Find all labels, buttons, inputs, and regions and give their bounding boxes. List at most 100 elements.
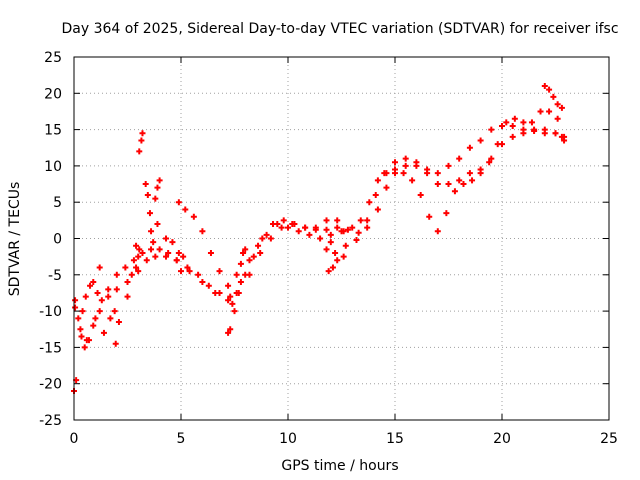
data-point — [494, 141, 501, 148]
data-point — [306, 231, 313, 238]
data-point — [139, 130, 146, 137]
data-point — [509, 122, 516, 129]
axis-ticks: 0 5 10 15 20 25 -25 -20 -15 -10 -5 0 5 10 15 20 25 — [39, 50, 618, 447]
data-point — [87, 282, 94, 289]
data-point — [105, 293, 112, 300]
data-point — [392, 159, 398, 166]
data-point — [353, 236, 360, 243]
data-point — [364, 224, 371, 231]
data-point — [90, 279, 97, 286]
data-point — [78, 333, 85, 340]
data-point — [156, 177, 163, 184]
series-track-d — [71, 83, 565, 394]
data-point — [175, 250, 182, 257]
y-axis-label: SDTVAR / TECUs — [7, 182, 23, 297]
data-point — [302, 224, 309, 231]
data-point — [520, 119, 527, 126]
data-point — [263, 231, 270, 238]
data-point — [184, 264, 191, 271]
data-point — [267, 235, 274, 242]
data-point — [72, 297, 79, 304]
data-point — [143, 257, 150, 264]
data-point — [255, 242, 262, 249]
data-point — [79, 308, 86, 315]
data-point — [372, 191, 379, 198]
data-point — [148, 246, 155, 253]
data-point — [190, 213, 197, 220]
data-point — [124, 293, 131, 300]
y-tick-label: 0 — [53, 232, 62, 248]
data-point — [349, 224, 356, 231]
data-point — [554, 115, 561, 122]
data-point — [165, 250, 172, 257]
data-point — [409, 177, 416, 184]
data-point — [83, 337, 90, 344]
data-point — [392, 170, 398, 177]
data-point — [357, 217, 364, 224]
data-point — [186, 268, 193, 275]
data-point — [250, 253, 257, 260]
data-point — [466, 144, 473, 151]
y-tick-label: 15 — [44, 123, 62, 139]
data-point — [163, 253, 170, 260]
data-point — [366, 199, 373, 206]
data-point — [227, 326, 234, 333]
data-point — [142, 181, 149, 188]
data-point — [424, 170, 431, 177]
y-tick-label: -5 — [48, 268, 62, 284]
data-point — [488, 126, 495, 133]
data-point — [488, 155, 495, 162]
data-point — [486, 159, 493, 166]
data-point — [531, 126, 538, 133]
data-point — [383, 184, 390, 191]
data-point — [312, 224, 319, 231]
data-point — [96, 264, 103, 271]
grid — [74, 57, 609, 420]
data-point — [148, 228, 155, 235]
data-point — [233, 271, 240, 278]
data-point — [113, 271, 120, 278]
data-point — [402, 162, 409, 169]
data-point — [81, 344, 88, 351]
data-point — [460, 181, 467, 188]
data-point — [413, 162, 420, 169]
data-point — [152, 195, 159, 202]
data-point — [511, 115, 518, 122]
data-point — [154, 220, 161, 227]
data-point — [552, 130, 559, 137]
data-point — [111, 308, 118, 315]
data-point — [163, 235, 170, 242]
data-point — [374, 206, 381, 213]
data-point — [334, 217, 341, 224]
y-tick-label: -20 — [39, 377, 62, 393]
data-point — [342, 242, 349, 249]
data-point — [537, 108, 544, 115]
data-point — [180, 253, 187, 260]
data-point — [257, 250, 264, 257]
data-point — [136, 148, 143, 155]
data-point — [451, 188, 458, 195]
data-point — [317, 235, 324, 242]
data-point — [426, 213, 433, 220]
data-point — [381, 170, 388, 177]
data-point — [355, 229, 362, 236]
data-point — [327, 231, 334, 238]
data-point — [546, 108, 553, 115]
data-point — [434, 228, 441, 235]
data-point — [285, 224, 291, 231]
data-point — [340, 253, 347, 260]
data-point — [72, 304, 79, 311]
data-point — [135, 253, 142, 260]
data-point — [443, 210, 450, 217]
data-point — [477, 137, 484, 144]
data-point — [233, 289, 240, 296]
data-point — [323, 246, 330, 253]
data-point — [325, 268, 332, 275]
data-point — [227, 293, 234, 300]
data-point — [323, 217, 330, 224]
y-tick-label: 20 — [44, 86, 62, 102]
x-axis-label: GPS time / hours — [281, 458, 398, 474]
data-point — [550, 93, 557, 100]
data-point — [469, 177, 476, 184]
